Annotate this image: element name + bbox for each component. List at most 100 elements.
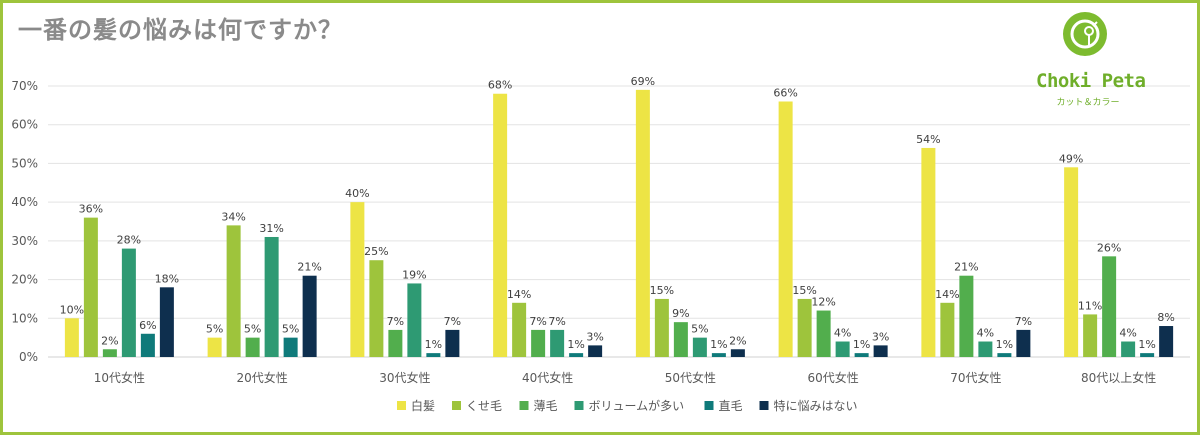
data-label: 49% (1059, 152, 1083, 165)
legend-label: 直毛 (719, 399, 743, 413)
legend-swatch (519, 401, 529, 410)
x-tick-label: 70代女性 (950, 370, 1001, 385)
data-label: 5% (206, 323, 223, 336)
bar (493, 93, 508, 357)
data-label: 69% (631, 75, 655, 88)
data-label: 7% (387, 315, 404, 328)
data-label: 4% (977, 327, 994, 340)
data-label: 25% (364, 245, 388, 258)
bar (654, 298, 669, 357)
x-tick-label: 20代女性 (236, 370, 287, 385)
bar (159, 287, 174, 357)
bar (407, 283, 422, 357)
bar (550, 329, 565, 357)
data-label: 28% (117, 234, 141, 247)
bar (692, 337, 707, 357)
bar (388, 329, 403, 357)
bar (921, 147, 936, 357)
bar (245, 337, 260, 357)
legend-swatch (759, 401, 769, 410)
bar (445, 329, 460, 357)
bar (531, 329, 546, 357)
legend-label: 白髪 (411, 398, 435, 413)
y-tick-label: 10% (11, 311, 38, 325)
legend-swatch (704, 401, 714, 410)
bar (83, 217, 98, 357)
data-label: 19% (402, 268, 426, 281)
bar (1102, 256, 1117, 357)
bar (1064, 167, 1079, 357)
legend-label: くせ毛 (466, 399, 502, 413)
data-label: 34% (221, 210, 245, 223)
bar (426, 353, 441, 357)
bar (997, 353, 1012, 357)
bar (226, 225, 241, 357)
bar (978, 341, 993, 357)
bar (730, 349, 745, 357)
bar (816, 310, 831, 357)
data-label: 5% (282, 323, 299, 336)
y-tick-label: 70% (11, 79, 38, 93)
data-label: 2% (101, 334, 118, 347)
bar (854, 353, 869, 357)
data-label: 12% (811, 296, 835, 309)
data-label: 4% (834, 327, 851, 340)
x-tick-label: 10代女性 (94, 370, 145, 385)
data-label: 7% (444, 315, 461, 328)
bar (588, 345, 603, 357)
data-label: 4% (1119, 327, 1136, 340)
bar (711, 353, 726, 357)
bar (959, 275, 974, 357)
data-label: 7% (1015, 315, 1032, 328)
data-label: 8% (1157, 311, 1174, 324)
logo-name: Choki Peta (1036, 70, 1146, 92)
data-label: 1% (425, 338, 442, 351)
bar (873, 345, 888, 357)
logo-subtitle: カット＆カラー (1056, 98, 1120, 108)
bar (940, 302, 955, 357)
bar (369, 260, 384, 357)
bar (1121, 341, 1136, 357)
data-label: 3% (872, 330, 889, 343)
data-label: 31% (259, 222, 283, 235)
data-label: 54% (916, 133, 940, 146)
legend-label: 特に悩みはない (774, 398, 858, 413)
bar (673, 322, 688, 357)
data-label: 7% (529, 315, 546, 328)
scissors-logo-icon (1063, 12, 1107, 56)
x-tick-label: 60代女性 (807, 370, 858, 385)
data-label: 10% (60, 303, 84, 316)
data-label: 66% (773, 86, 797, 99)
data-label: 1% (996, 338, 1013, 351)
y-tick-label: 50% (11, 156, 38, 170)
chart-title: 一番の髪の悩みは何ですか？ (18, 16, 343, 44)
legend-swatch (452, 401, 461, 410)
data-label: 21% (297, 261, 321, 274)
data-label: 3% (586, 330, 603, 343)
legend-swatch (397, 401, 406, 410)
data-label: 1% (567, 338, 584, 351)
data-label: 5% (691, 323, 708, 336)
legend-label: 薄毛 (534, 398, 558, 413)
bar (635, 89, 650, 357)
data-label: 15% (792, 284, 816, 297)
y-tick-label: 0% (19, 350, 38, 364)
brand-logo: Choki Peta カット＆カラー (1036, 10, 1146, 116)
bar (778, 101, 793, 357)
y-tick-label: 40% (11, 195, 38, 209)
data-label: 9% (672, 307, 689, 320)
bar (1016, 329, 1031, 357)
bar (207, 337, 222, 357)
bar (302, 275, 317, 357)
x-tick-label: 50代女性 (665, 370, 716, 385)
data-label: 14% (935, 288, 959, 301)
data-label: 1% (710, 338, 727, 351)
y-tick-label: 30% (11, 234, 38, 248)
bar (140, 333, 155, 357)
bar (1159, 326, 1174, 357)
data-label: 36% (79, 203, 103, 216)
legend-label: ボリュームが多い (589, 398, 685, 413)
bar (797, 298, 812, 357)
